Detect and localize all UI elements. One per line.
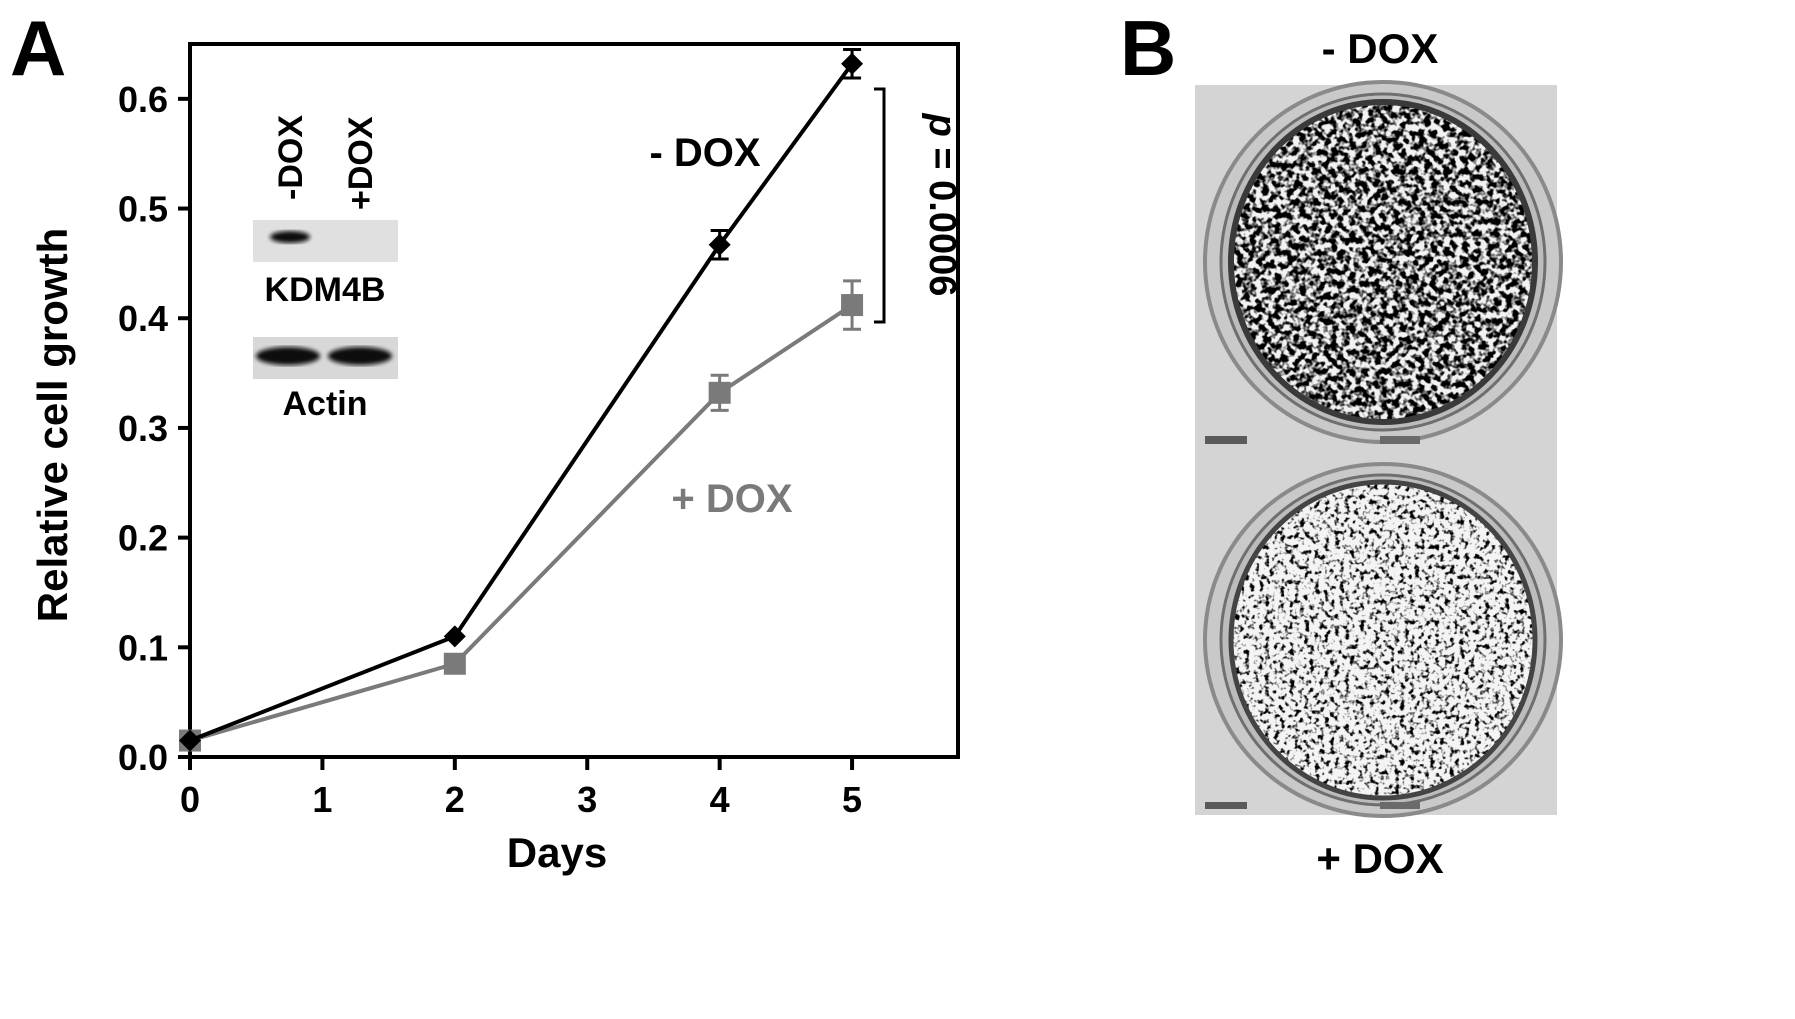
series-label-plus-dox: + DOX	[671, 477, 792, 521]
x-tick-label: 1	[312, 779, 332, 820]
panel-b-bottom-label: + DOX	[1316, 835, 1443, 882]
blot-band-label-actin: Actin	[283, 385, 368, 423]
series-label-minus-dox: - DOX	[649, 131, 760, 175]
data-point-minus-dox	[179, 729, 201, 752]
data-point-plus-dox	[708, 381, 731, 404]
growth-chart: 0.0 0.1 0.2 0.3 0.4 0.5 0.6 0 1 2 3 4 5	[118, 42, 960, 820]
kdm4b-band-lane1	[270, 231, 310, 243]
data-point-minus-dox	[443, 625, 466, 648]
data-point-plus-dox	[841, 294, 864, 317]
data-point-plus-dox	[443, 652, 466, 675]
dish-marker-bottom-left	[1205, 802, 1247, 809]
y-tick-label: 0.5	[118, 189, 168, 230]
kdm4b-blot-strip	[253, 220, 398, 262]
panel-a-letter: A	[10, 4, 66, 92]
significance-bracket	[874, 87, 886, 324]
y-axis-label: Relative cell growth	[29, 228, 76, 622]
dish-marker-top-left	[1205, 436, 1247, 444]
dish-marker-bottom-right	[1380, 802, 1420, 809]
data-point-minus-dox	[708, 233, 731, 256]
y-tick-label: 0.1	[118, 627, 168, 668]
series-line-plus-dox	[189, 303, 854, 743]
x-tick-label: 5	[842, 779, 862, 820]
blot-band-label-kdm4b: KDM4B	[265, 271, 386, 309]
x-axis-label: Days	[507, 829, 607, 876]
dish-minus-dox	[1203, 80, 1563, 444]
x-tick-label: 2	[445, 779, 465, 820]
x-tick-label: 0	[180, 779, 200, 820]
colony-dish-panel: - DOX + DOX	[1195, 25, 1563, 882]
western-blot-inset: -DOX +DOX KDM4B Actin	[253, 115, 398, 423]
p-value-rest: = 0.0006	[921, 137, 963, 297]
x-tick-label: 4	[710, 779, 730, 820]
panel-b-top-label: - DOX	[1322, 25, 1439, 72]
data-point-minus-dox	[841, 52, 864, 75]
plot-frame	[188, 42, 960, 759]
dish-plus-dox	[1203, 462, 1563, 818]
blot-lane-label-plus-dox: +DOX	[342, 116, 380, 210]
y-tick-label: 0.6	[118, 79, 168, 120]
y-tick-label: 0.2	[118, 518, 168, 559]
p-value-italic: p	[921, 113, 963, 137]
panel-b-letter: B	[1120, 4, 1176, 92]
actin-band-lane2	[328, 347, 392, 365]
y-tick-label: 0.3	[118, 408, 168, 449]
dish-marker-top-right	[1380, 436, 1420, 444]
p-value-annotation: p = 0.0006	[921, 113, 963, 297]
blot-lane-label-minus-dox: -DOX	[272, 115, 310, 200]
x-tick-label: 3	[577, 779, 597, 820]
actin-band-lane1	[256, 347, 320, 365]
series-line-minus-dox	[189, 62, 854, 743]
y-tick-label: 0.4	[118, 298, 168, 339]
y-tick-label: 0.0	[118, 737, 168, 778]
